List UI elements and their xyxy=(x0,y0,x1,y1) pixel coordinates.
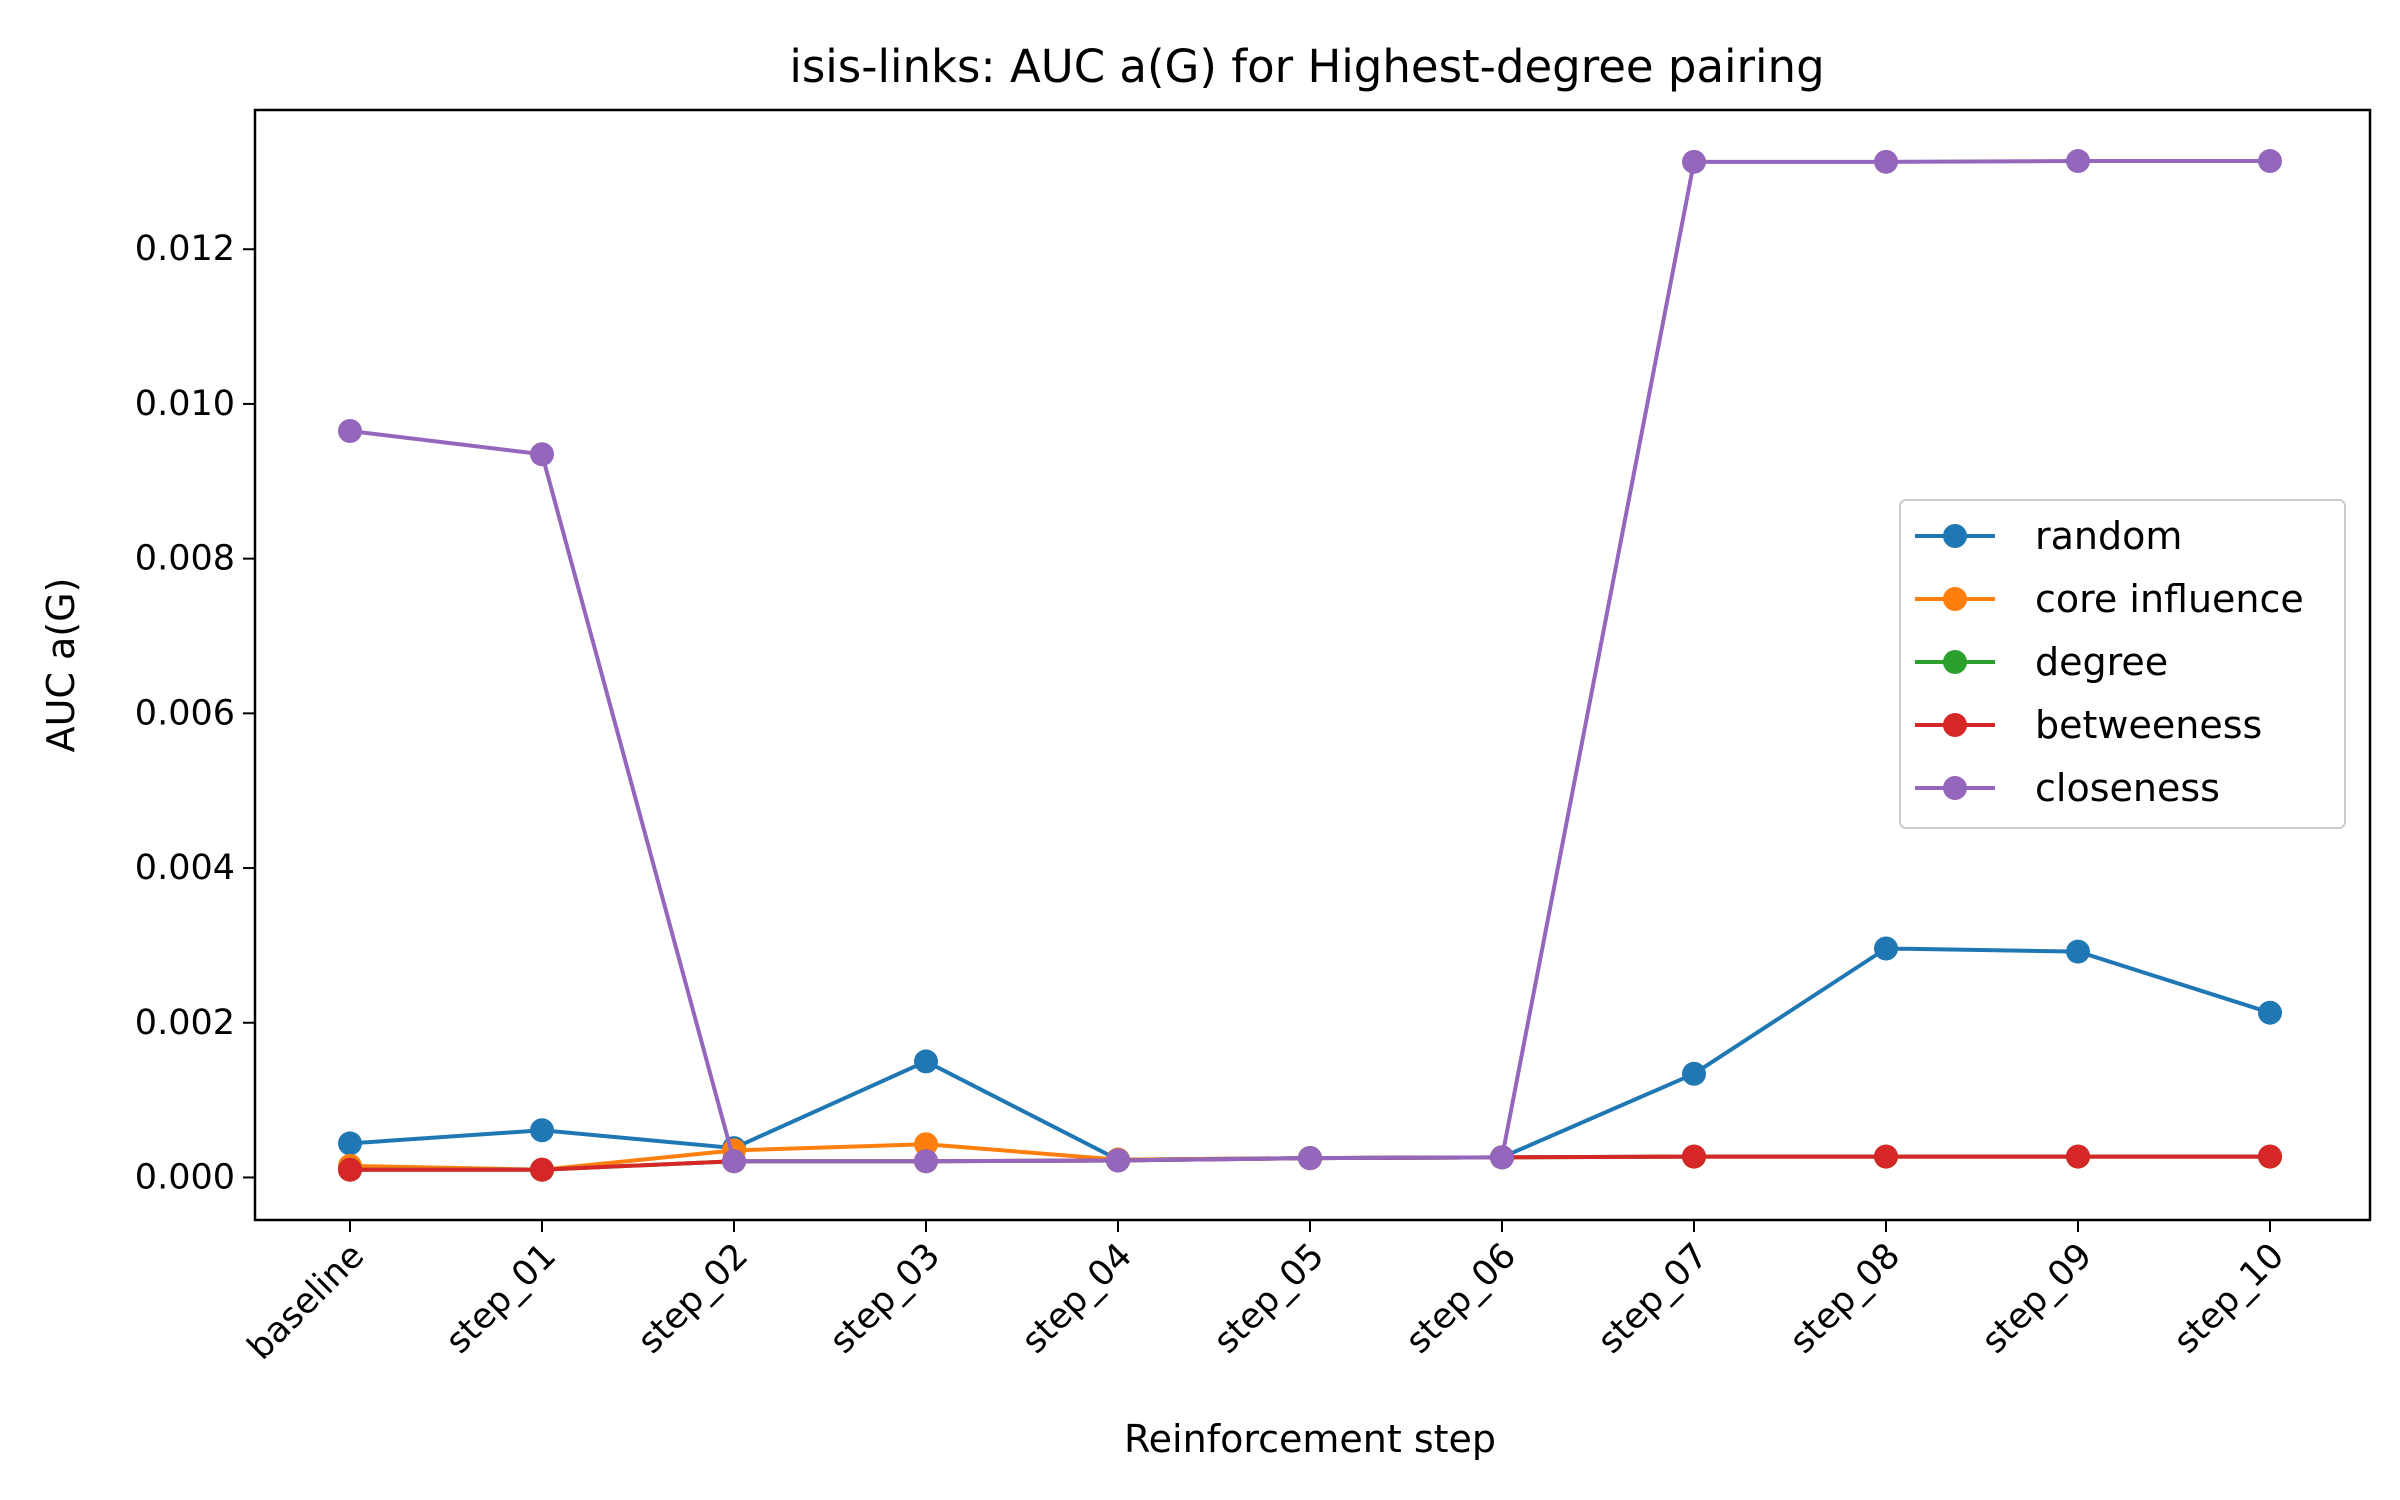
data-point-betweeness xyxy=(530,1157,554,1182)
y-axis: 0.000 0.002 0.004 0.006 0.008 0.010 0.012 xyxy=(135,229,255,1197)
series-layer xyxy=(338,149,2282,1182)
legend-marker xyxy=(1943,776,1967,800)
legend-item-core-influence: core influence xyxy=(1915,577,2304,621)
y-axis-label: AUC a(G) xyxy=(39,578,83,753)
data-point-closeness xyxy=(914,1149,938,1174)
legend-marker xyxy=(1943,713,1967,737)
data-point-betweeness xyxy=(338,1157,362,1182)
data-point-closeness xyxy=(530,442,554,467)
legend-item-closeness: closeness xyxy=(1915,766,2220,810)
y-tick-label: 0.004 xyxy=(135,848,235,888)
y-tick-label: 0.010 xyxy=(135,384,235,424)
data-point-closeness xyxy=(1682,149,1706,174)
y-tick-label: 0.012 xyxy=(135,229,235,269)
y-tick-label: 0.000 xyxy=(135,1157,235,1197)
legend-label: betweeness xyxy=(2035,703,2262,747)
legend-label: closeness xyxy=(2035,766,2220,810)
data-point-closeness xyxy=(1490,1145,1514,1170)
data-point-closeness xyxy=(1874,149,1898,174)
data-point-random xyxy=(1874,936,1898,961)
data-point-betweeness xyxy=(2066,1144,2090,1169)
legend-label: core influence xyxy=(2035,577,2304,621)
data-point-closeness xyxy=(338,419,362,444)
x-axis-label: Reinforcement step xyxy=(1124,1417,1496,1461)
legend-item-betweeness: betweeness xyxy=(1915,703,2262,747)
chart-title: isis-links: AUC a(G) for Highest-degree … xyxy=(789,40,1824,93)
data-point-betweeness xyxy=(1682,1144,1706,1169)
data-point-closeness xyxy=(1106,1148,1130,1173)
legend-label: random xyxy=(2035,514,2182,558)
data-point-random xyxy=(338,1131,362,1156)
data-point-random xyxy=(530,1118,554,1143)
legend-item-random: random xyxy=(1915,514,2182,558)
data-point-closeness xyxy=(2258,149,2282,174)
legend-marker xyxy=(1943,524,1967,548)
legend-item-degree: degree xyxy=(1915,640,2168,684)
legend-label: degree xyxy=(2035,640,2168,684)
data-point-betweeness xyxy=(2258,1144,2282,1169)
series-closeness xyxy=(338,149,2282,1174)
data-point-closeness xyxy=(722,1149,746,1174)
data-point-closeness xyxy=(1298,1146,1322,1171)
data-point-random xyxy=(914,1049,938,1074)
plot-frame xyxy=(253,108,2372,1222)
data-point-random xyxy=(2066,939,2090,964)
data-point-closeness xyxy=(2066,149,2090,174)
data-point-betweeness xyxy=(1874,1144,1898,1169)
legend-marker xyxy=(1943,650,1967,674)
y-tick-label: 0.008 xyxy=(135,539,235,579)
y-tick-label: 0.006 xyxy=(135,693,235,733)
legend-box xyxy=(1899,499,2346,829)
y-tick-label: 0.002 xyxy=(135,1003,235,1043)
data-point-core-influence xyxy=(914,1132,938,1157)
legend-marker xyxy=(1943,587,1967,611)
legend: random core influence degree betweeness clos… xyxy=(1899,499,2346,829)
data-point-random xyxy=(2258,1000,2282,1025)
data-point-random xyxy=(1682,1061,1706,1086)
